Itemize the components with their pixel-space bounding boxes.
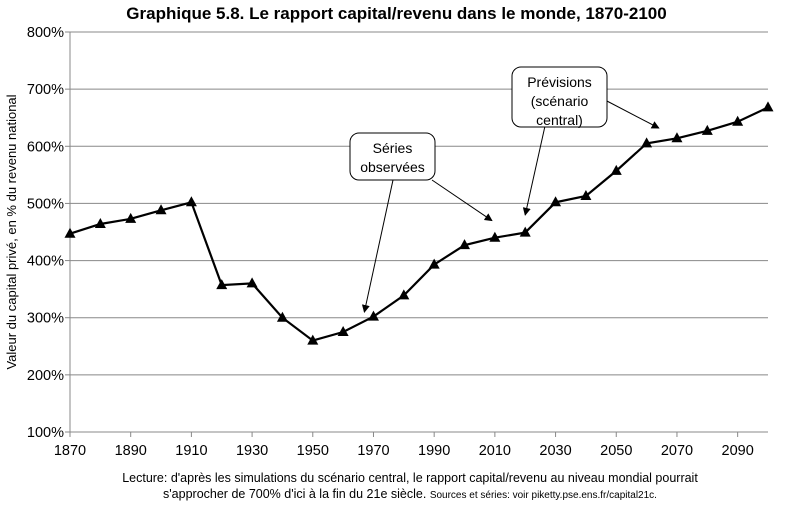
- data-point: [337, 326, 349, 336]
- data-point: [307, 334, 319, 345]
- x-tick-label: 2090: [722, 443, 754, 459]
- y-tick-label: 500%: [27, 196, 64, 212]
- data-point: [246, 277, 258, 288]
- x-tick-label: 1930: [236, 443, 268, 459]
- annotation-text: Séries: [373, 140, 413, 156]
- y-axis-label: Valeur du capital privé, en % du revenu …: [4, 94, 19, 369]
- y-tick-label: 700%: [27, 82, 64, 98]
- annotation-arrows: [361, 99, 660, 313]
- grid-lines: [70, 31, 768, 376]
- data-point: [580, 190, 592, 200]
- x-tick-label: 1970: [357, 443, 389, 459]
- x-tick-labels: 1870 1890 1910 1930 1950 1970 1990 2010 2030 2050…: [54, 432, 754, 459]
- footnote-line-2-text: s'approcher de 700% d'ici à la fin du 21…: [163, 487, 427, 501]
- data-point: [185, 196, 197, 207]
- series-line: [64, 101, 774, 345]
- y-tick-label: 300%: [27, 311, 64, 327]
- annotation-text: Prévisions: [527, 74, 592, 90]
- y-tick-label: 100%: [27, 425, 64, 441]
- data-point: [550, 196, 562, 207]
- annotation-arrow: [522, 125, 546, 216]
- data-point: [276, 311, 288, 322]
- data-point: [125, 212, 137, 223]
- data-point: [732, 115, 744, 126]
- data-point: [155, 204, 167, 215]
- annotation-box: [511, 66, 608, 128]
- data-point: [641, 137, 653, 148]
- data-point: [64, 227, 76, 238]
- footnote-line-2: s'approcher de 700% d'ici à la fin du 21…: [60, 486, 760, 504]
- data-point: [428, 258, 440, 269]
- data-point: [610, 164, 622, 175]
- x-tick-label: 1950: [297, 443, 329, 459]
- axes: [69, 32, 768, 433]
- y-tick-label: 800%: [27, 25, 64, 41]
- data-point: [489, 231, 501, 242]
- annotation-boxes: Séries observées Prévisions (scénario centra…: [349, 66, 608, 181]
- data-point: [519, 226, 531, 237]
- footnote-source: Sources et séries: voir piketty.pse.ens.…: [429, 490, 657, 501]
- annotation-text: central): [536, 112, 583, 128]
- x-tick-label: 2050: [600, 443, 632, 459]
- data-point: [701, 124, 713, 135]
- y-tick-label: 200%: [27, 368, 64, 384]
- x-tick-label: 1910: [175, 443, 207, 459]
- data-point: [216, 279, 228, 290]
- x-tick-label: 1890: [115, 443, 147, 459]
- series-path: [69, 106, 769, 342]
- annotation-arrow: [431, 179, 493, 222]
- data-point: [459, 239, 471, 250]
- annotation-text: (scénario: [531, 93, 589, 109]
- y-tick-labels: 100% 200% 300% 400% 500% 600% 700% 800%: [27, 25, 70, 441]
- annotation-text: observées: [360, 159, 425, 175]
- x-tick-label: 1870: [54, 443, 86, 459]
- x-tick-label: 2010: [479, 443, 511, 459]
- x-tick-label: 2070: [661, 443, 693, 459]
- y-tick-label: 400%: [27, 254, 64, 270]
- data-point: [762, 101, 774, 112]
- annotation-box: [349, 132, 436, 181]
- annotation-arrow: [361, 179, 394, 313]
- y-tick-label: 600%: [27, 139, 64, 155]
- chart-plot: 100% 200% 300% 400% 500% 600% 700% 800% 1870 189…: [4, 25, 774, 459]
- data-point: [398, 289, 410, 300]
- footnote: Lecture: d'après les simulations du scén…: [60, 470, 760, 504]
- x-tick-label: 1990: [418, 443, 450, 459]
- data-point: [367, 310, 379, 321]
- x-tick-label: 2030: [539, 443, 571, 459]
- chart-title: Graphique 5.8. Le rapport capital/revenu…: [126, 4, 667, 23]
- annotation-arrow: [604, 99, 660, 129]
- footnote-line-1: Lecture: d'après les simulations du scén…: [122, 471, 698, 485]
- data-point: [94, 218, 106, 228]
- data-point: [671, 132, 683, 143]
